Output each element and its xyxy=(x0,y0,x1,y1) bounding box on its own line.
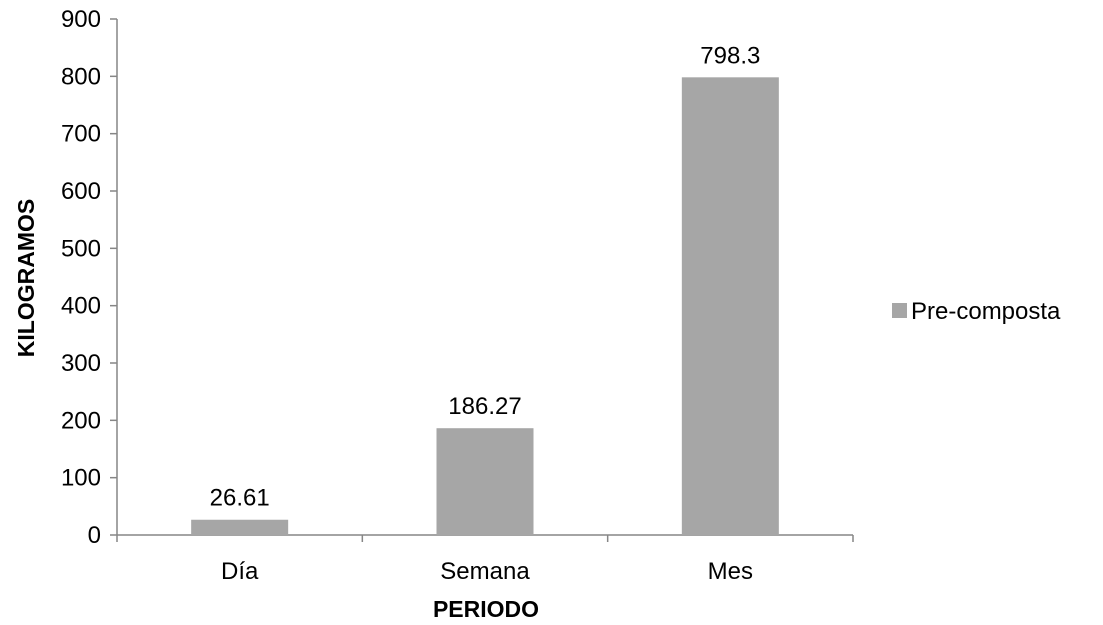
y-axis-title: KILOGRAMOS xyxy=(13,199,39,357)
x-axis-title: PERIODO xyxy=(433,596,539,622)
y-tick-label: 200 xyxy=(61,407,101,434)
y-axis: 0 100 200 300 400 500 600 700 800 900 xyxy=(61,6,118,549)
y-tick-label: 0 xyxy=(88,522,101,549)
bar xyxy=(436,428,534,535)
y-tick-label: 900 xyxy=(61,6,101,33)
y-tick-label: 400 xyxy=(61,293,101,320)
x-axis: Día Semana Mes xyxy=(116,534,854,585)
y-tick-label: 800 xyxy=(61,63,101,90)
legend: Pre-composta xyxy=(892,298,1061,325)
bar xyxy=(681,77,779,536)
bar xyxy=(191,519,289,535)
y-tick-label: 700 xyxy=(61,121,101,148)
data-labels: 26.61 186.27 798.3 xyxy=(210,42,761,511)
bars xyxy=(191,77,779,536)
y-tick-label: 500 xyxy=(61,235,101,262)
x-tick-label: Mes xyxy=(708,558,753,585)
y-tick-label: 300 xyxy=(61,350,101,377)
data-label: 186.27 xyxy=(448,393,521,420)
legend-label: Pre-composta xyxy=(911,298,1061,325)
data-label: 26.61 xyxy=(210,485,270,512)
x-tick-label: Día xyxy=(221,558,259,585)
y-tick-label: 600 xyxy=(61,178,101,205)
data-label: 798.3 xyxy=(700,42,760,69)
legend-swatch xyxy=(892,303,907,318)
x-tick-label: Semana xyxy=(440,558,530,585)
y-tick-label: 100 xyxy=(61,465,101,492)
